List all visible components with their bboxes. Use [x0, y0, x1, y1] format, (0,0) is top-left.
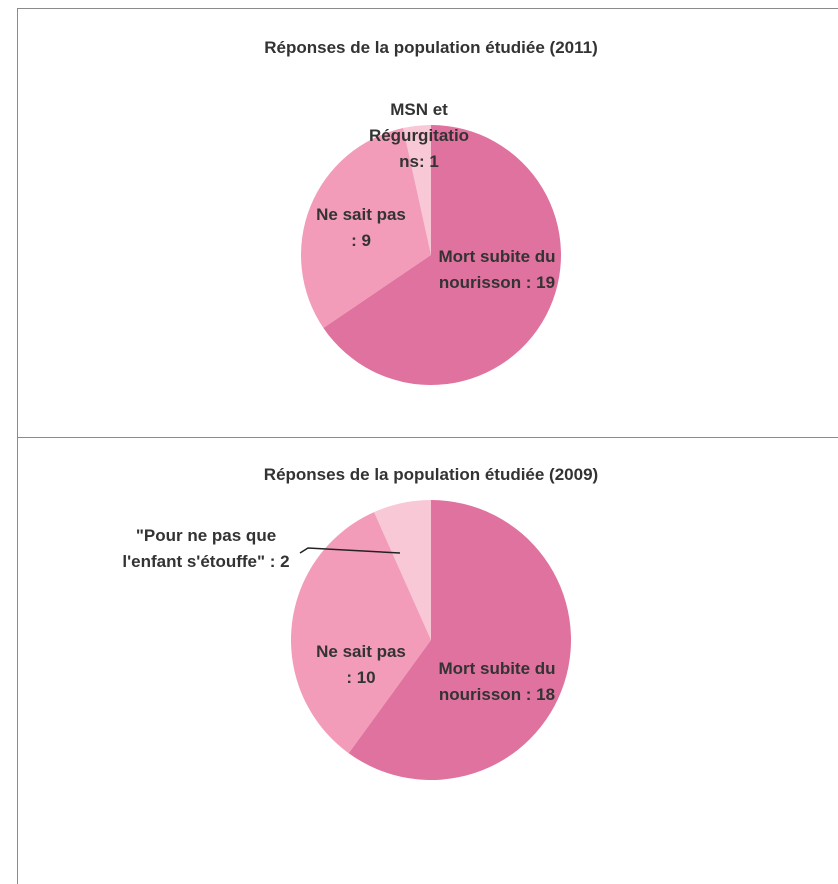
- data-label: Ne sait pas : 9: [316, 205, 406, 250]
- pie-slice: [374, 500, 431, 640]
- data-label: MSN et Régurgitations: 1: [368, 100, 470, 171]
- pie-slice: [348, 500, 572, 781]
- pie-slice: [291, 512, 431, 754]
- pie-slice: [300, 128, 431, 328]
- chart-title: Réponses de la population étudiée (2009): [263, 465, 599, 484]
- data-label: "Pour ne pas que l'enfant s'étouffe" : 2: [122, 526, 290, 571]
- pie-slice: [403, 125, 431, 255]
- pie-slice: [323, 125, 561, 385]
- data-label: Mort subite du nourisson : 18: [438, 659, 556, 704]
- leader-line: [299, 547, 401, 554]
- data-label: Ne sait pas : 10: [316, 642, 406, 687]
- data-label: Mort subite du nourisson : 19: [438, 247, 556, 292]
- chart-title: Réponses de la population étudiée (2011): [264, 38, 598, 57]
- chart-frame: [17, 437, 838, 884]
